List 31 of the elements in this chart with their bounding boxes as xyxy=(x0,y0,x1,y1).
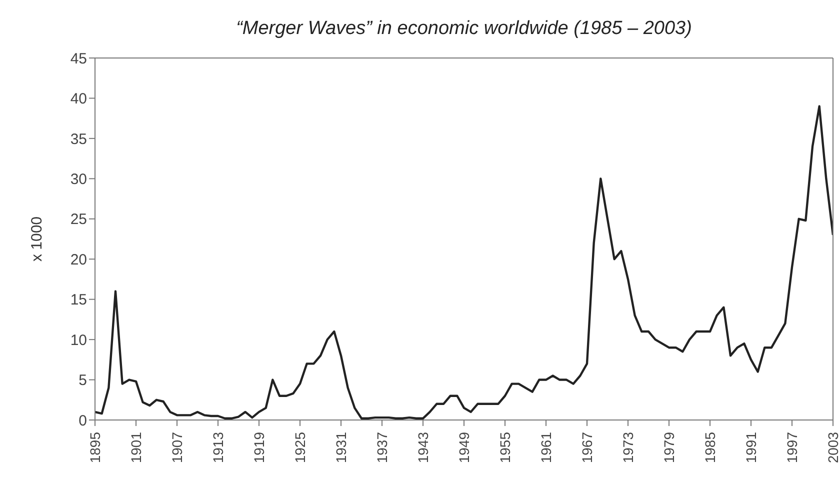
x-tick-label: 1997 xyxy=(784,432,800,464)
y-tick-label: 40 xyxy=(70,90,87,108)
x-tick-label: 1961 xyxy=(538,432,554,464)
x-tick-label: 1979 xyxy=(661,432,677,464)
x-tick-label: 1955 xyxy=(497,432,513,464)
x-tick-label: 1913 xyxy=(210,432,226,464)
x-tick-label: 1895 xyxy=(87,432,103,464)
x-tick-label: 1943 xyxy=(415,432,431,464)
x-tick-label: 1931 xyxy=(333,432,349,464)
chart-title: “Merger Waves” in economic worldwide (1985 – 2003) xyxy=(235,18,693,40)
y-tick-label: 35 xyxy=(70,130,87,148)
y-tick-label: 5 xyxy=(78,372,87,390)
y-tick-label: 45 xyxy=(70,50,87,68)
y-axis-title: x 1000 xyxy=(28,216,46,262)
y-tick-label: 30 xyxy=(70,170,87,188)
x-tick-label: 1985 xyxy=(702,432,718,464)
y-tick-label: 25 xyxy=(70,211,87,228)
x-tick-label: 1991 xyxy=(743,432,759,464)
x-tick-label: 1925 xyxy=(292,432,308,464)
x-tick-label: 1919 xyxy=(251,432,267,464)
y-tick-label: 15 xyxy=(70,292,87,309)
x-tick-label: 1907 xyxy=(169,432,185,464)
y-tick-label: 0 xyxy=(78,412,87,430)
x-tick-label: 1949 xyxy=(456,432,472,464)
x-tick-label: 2003 xyxy=(825,432,839,464)
y-tick-label: 10 xyxy=(70,332,87,349)
x-tick-label: 1967 xyxy=(579,432,595,464)
x-tick-label: 1937 xyxy=(374,432,390,464)
x-tick-label: 1901 xyxy=(128,432,144,464)
y-tick-label: 20 xyxy=(70,251,87,268)
x-tick-label: 1973 xyxy=(620,432,636,464)
